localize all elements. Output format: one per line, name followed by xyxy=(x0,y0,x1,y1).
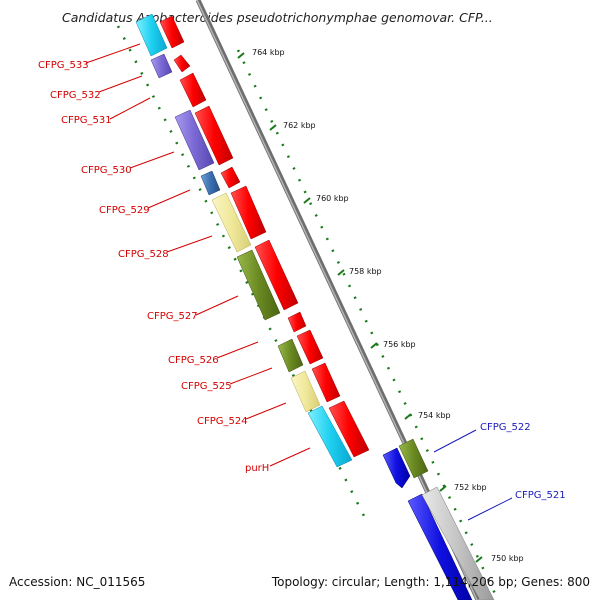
gene-label-cfpg-527[interactable]: CFPG_527 xyxy=(147,311,198,322)
silver-gene[interactable] xyxy=(421,486,495,600)
olive-gene[interactable] xyxy=(236,249,281,321)
olive-gene[interactable] xyxy=(398,438,429,479)
scale-tick xyxy=(303,197,311,204)
scale-label-762: 762 kbp xyxy=(283,121,316,130)
leader-line xyxy=(98,75,143,93)
leader-line xyxy=(229,367,273,385)
leader-line xyxy=(467,497,513,521)
leader-line xyxy=(166,235,213,253)
scale-label-750: 750 kbp xyxy=(491,554,524,563)
right-side-genes xyxy=(382,438,495,600)
olive-gene[interactable] xyxy=(277,338,304,373)
leader-line xyxy=(147,189,191,209)
cds-arrow[interactable] xyxy=(296,329,324,365)
scale-tick xyxy=(404,413,412,420)
gene-label-purh[interactable]: purH xyxy=(245,463,269,474)
gene-label-cfpg-521[interactable]: CFPG_521 xyxy=(515,490,566,501)
cds-arrow[interactable] xyxy=(173,54,191,73)
cds-arrow[interactable] xyxy=(230,185,267,240)
cyan-gene[interactable] xyxy=(135,13,168,57)
cds-arrow[interactable] xyxy=(311,362,341,403)
cds-arrow[interactable] xyxy=(159,15,185,49)
cyan-gene[interactable] xyxy=(307,405,353,468)
feature-track xyxy=(135,13,353,468)
outer-tick-track xyxy=(236,49,500,600)
gene-label-cfpg-528[interactable]: CFPG_528 xyxy=(118,249,169,260)
scale-tick xyxy=(337,269,345,276)
leader-line xyxy=(269,447,311,467)
gene-label-cfpg-531[interactable]: CFPG_531 xyxy=(61,115,112,126)
scale-tick xyxy=(237,52,245,59)
cds-arrow[interactable] xyxy=(179,72,207,108)
cds-track xyxy=(159,15,370,458)
gene-label-cfpg-526[interactable]: CFPG_526 xyxy=(168,355,219,366)
purple-gene[interactable] xyxy=(150,53,173,79)
scale-tick xyxy=(475,556,483,563)
scale-label-758: 758 kbp xyxy=(349,267,382,276)
leader-line xyxy=(109,97,151,120)
khaki-gene[interactable] xyxy=(211,192,252,253)
topology-text: Topology: circular; Length: 1,114,206 bp… xyxy=(271,575,590,589)
label-leaders xyxy=(85,43,311,467)
gene-label-cfpg-529[interactable]: CFPG_529 xyxy=(99,205,150,216)
leader-line xyxy=(433,429,477,453)
scale-label-754: 754 kbp xyxy=(418,411,451,420)
gene-label-cfpg-530[interactable]: CFPG_530 xyxy=(81,165,132,176)
leader-line xyxy=(129,151,175,169)
cds-arrow[interactable] xyxy=(287,311,307,333)
gene-label-cfpg-524[interactable]: CFPG_524 xyxy=(197,416,248,427)
cds-arrow[interactable] xyxy=(220,166,241,189)
label-leaders-blue xyxy=(433,429,513,521)
accession-text: Accession: NC_011565 xyxy=(9,575,145,589)
leader-line xyxy=(245,402,287,420)
cds-arrow[interactable] xyxy=(328,400,370,458)
blue-gene[interactable] xyxy=(407,493,473,600)
genome-title: Candidatus Azobacteroides pseudotrichony… xyxy=(62,10,493,25)
scale-label-752: 752 kbp xyxy=(454,483,487,492)
blue-gene[interactable] xyxy=(382,447,411,489)
inner-tick-track xyxy=(116,25,368,521)
scale-label-756: 756 kbp xyxy=(383,340,416,349)
leader-line xyxy=(216,341,259,359)
gene-label-cfpg-525[interactable]: CFPG_525 xyxy=(181,381,232,392)
scale-tick xyxy=(269,124,277,131)
purple-gene[interactable] xyxy=(174,109,215,171)
gene-label-cfpg-532[interactable]: CFPG_532 xyxy=(50,90,101,101)
gene-label-cfpg-533[interactable]: CFPG_533 xyxy=(38,60,89,71)
leader-line xyxy=(195,295,239,316)
gene-label-cfpg-522[interactable]: CFPG_522 xyxy=(480,422,531,433)
scale-tick xyxy=(439,485,447,492)
scale-label-764: 764 kbp xyxy=(252,48,285,57)
khaki-gene[interactable] xyxy=(290,370,321,413)
cds-arrow[interactable] xyxy=(254,239,299,311)
scale-tick xyxy=(370,342,378,349)
cds-arrow[interactable] xyxy=(194,105,234,166)
steelblue-gene[interactable] xyxy=(200,170,221,196)
leader-line xyxy=(85,43,141,64)
scale-label-760: 760 kbp xyxy=(316,194,349,203)
scale-ticks xyxy=(237,52,483,563)
